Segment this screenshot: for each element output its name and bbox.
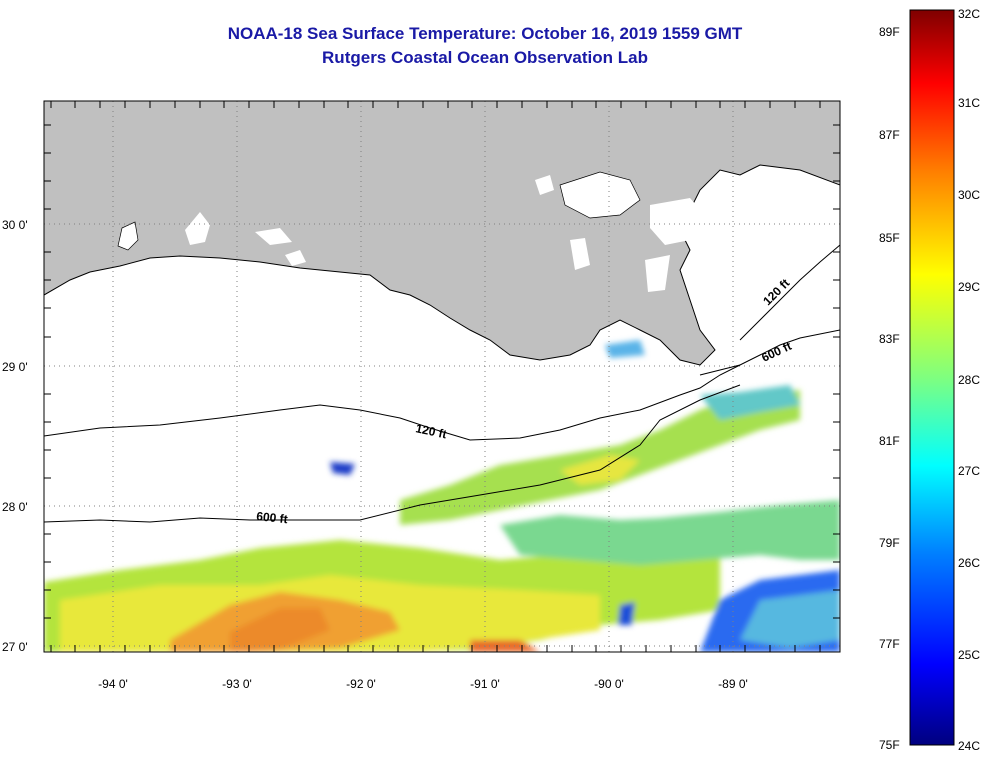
- marsh-openings: [570, 238, 670, 292]
- cb-c-31: 31C: [958, 96, 980, 110]
- frame-ticks: [44, 101, 840, 652]
- cb-f-81: 81F: [879, 434, 900, 448]
- lake-maurepas: [535, 175, 554, 195]
- cb-c-26: 26C: [958, 556, 980, 570]
- cb-c-24: 24C: [958, 739, 980, 753]
- contour-label-600ft-west: 600 ft: [256, 509, 289, 526]
- contour-120ft-east: [739, 244, 840, 341]
- lon-label-93: -93 0': [222, 677, 252, 691]
- contour-600ft-east: [699, 329, 840, 376]
- lon-label-92: -92 0': [346, 677, 376, 691]
- cb-f-83: 83F: [879, 332, 900, 346]
- contour-600ft-west: [44, 384, 741, 523]
- cb-f-85: 85F: [879, 231, 900, 245]
- lat-label-29: 29 0': [2, 360, 28, 374]
- cb-f-75: 75F: [879, 738, 900, 752]
- map-title: NOAA-18 Sea Surface Temperature: October…: [227, 24, 743, 43]
- cb-c-28: 28C: [958, 373, 980, 387]
- lake-calcasieu: [117, 221, 139, 251]
- cb-c-29: 29C: [958, 280, 980, 294]
- lat-label-28: 28 0': [2, 500, 28, 514]
- cb-c-25: 25C: [958, 648, 980, 662]
- colorbar: [909, 9, 955, 746]
- depth-contours: [44, 244, 840, 523]
- lake-pontchartrain: [559, 171, 641, 219]
- lake-white: [185, 212, 210, 245]
- map-area: [44, 101, 840, 652]
- contour-120ft-west: [44, 364, 741, 441]
- cb-f-89: 89F: [879, 25, 900, 39]
- lat-label-27: 27 0': [2, 640, 28, 654]
- lake-borgne: [650, 198, 705, 245]
- lon-label-89: -89 0': [718, 677, 748, 691]
- cb-f-87: 87F: [879, 128, 900, 142]
- colorbar-c-labels: 32C 31C 30C 29C 28C 27C 26C 25C 24C: [958, 7, 980, 753]
- land-mass: [44, 101, 840, 366]
- cb-f-79: 79F: [879, 536, 900, 550]
- cb-c-32: 32C: [958, 7, 980, 21]
- cb-c-30: 30C: [958, 188, 980, 202]
- colorbar-f-labels: 89F 87F 85F 83F 81F 79F 77F 75F: [879, 25, 900, 752]
- map-subtitle: Rutgers Coastal Ocean Observation Lab: [322, 48, 648, 67]
- lake-grand: [255, 228, 292, 245]
- graticule: [44, 101, 840, 652]
- lat-label-30: 30 0': [2, 218, 28, 232]
- contour-label-120ft-west: 120 ft: [414, 421, 448, 441]
- lon-label-90: -90 0': [594, 677, 624, 691]
- lon-label-94: -94 0': [98, 677, 128, 691]
- cb-c-27: 27C: [958, 464, 980, 478]
- cb-f-77: 77F: [879, 637, 900, 651]
- lake-salvador: [285, 250, 306, 266]
- map-frame: [43, 100, 841, 653]
- lon-label-91: -91 0': [470, 677, 500, 691]
